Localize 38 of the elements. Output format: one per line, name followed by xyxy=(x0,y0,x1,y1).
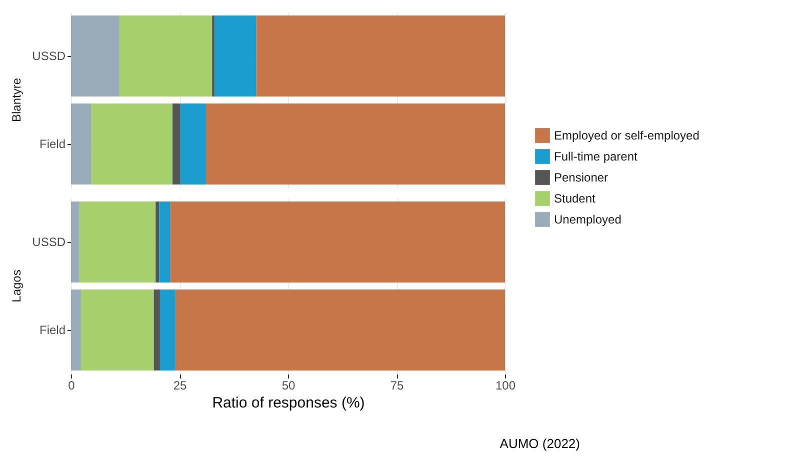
x-axis-title: Ratio of responses (%) xyxy=(212,394,365,412)
y-tick-label: Field xyxy=(39,323,66,337)
bar xyxy=(206,104,505,184)
legend-label: Full-time parent xyxy=(554,150,638,164)
bar xyxy=(212,16,215,96)
bar xyxy=(71,290,81,370)
legend-label: Employed or self-employed xyxy=(554,128,700,142)
bar xyxy=(170,202,505,282)
legend-label: Unemployed xyxy=(554,212,622,226)
x-tick-label: 50 xyxy=(282,378,296,392)
bar xyxy=(156,202,160,282)
bar xyxy=(154,290,160,370)
text: AUMO (2022) xyxy=(498,436,580,451)
x-tick-label: 75 xyxy=(390,378,404,392)
bar xyxy=(176,290,505,370)
text: Blantyre xyxy=(10,78,24,122)
bar xyxy=(80,202,156,282)
legend-label: Student xyxy=(554,192,596,206)
bar xyxy=(91,104,173,184)
x-tick-label: 100 xyxy=(495,378,516,392)
bar xyxy=(120,16,212,96)
x-tick-label: 25 xyxy=(173,378,187,392)
y-tick-label: Field xyxy=(39,137,66,151)
bar xyxy=(71,16,120,96)
bar xyxy=(214,16,256,96)
text: Lagos xyxy=(10,270,24,302)
bar xyxy=(160,290,176,370)
x-tick-label: 0 xyxy=(68,378,76,392)
bar xyxy=(180,104,206,184)
bar xyxy=(71,202,80,282)
y-tick-label: USSD xyxy=(32,49,66,63)
legend-label: Pensioner xyxy=(554,170,608,184)
bar xyxy=(172,104,180,184)
bar xyxy=(80,290,154,370)
y-tick-label: USSD xyxy=(32,235,66,249)
bar xyxy=(71,104,92,184)
bar xyxy=(159,202,170,282)
bar xyxy=(256,16,505,96)
